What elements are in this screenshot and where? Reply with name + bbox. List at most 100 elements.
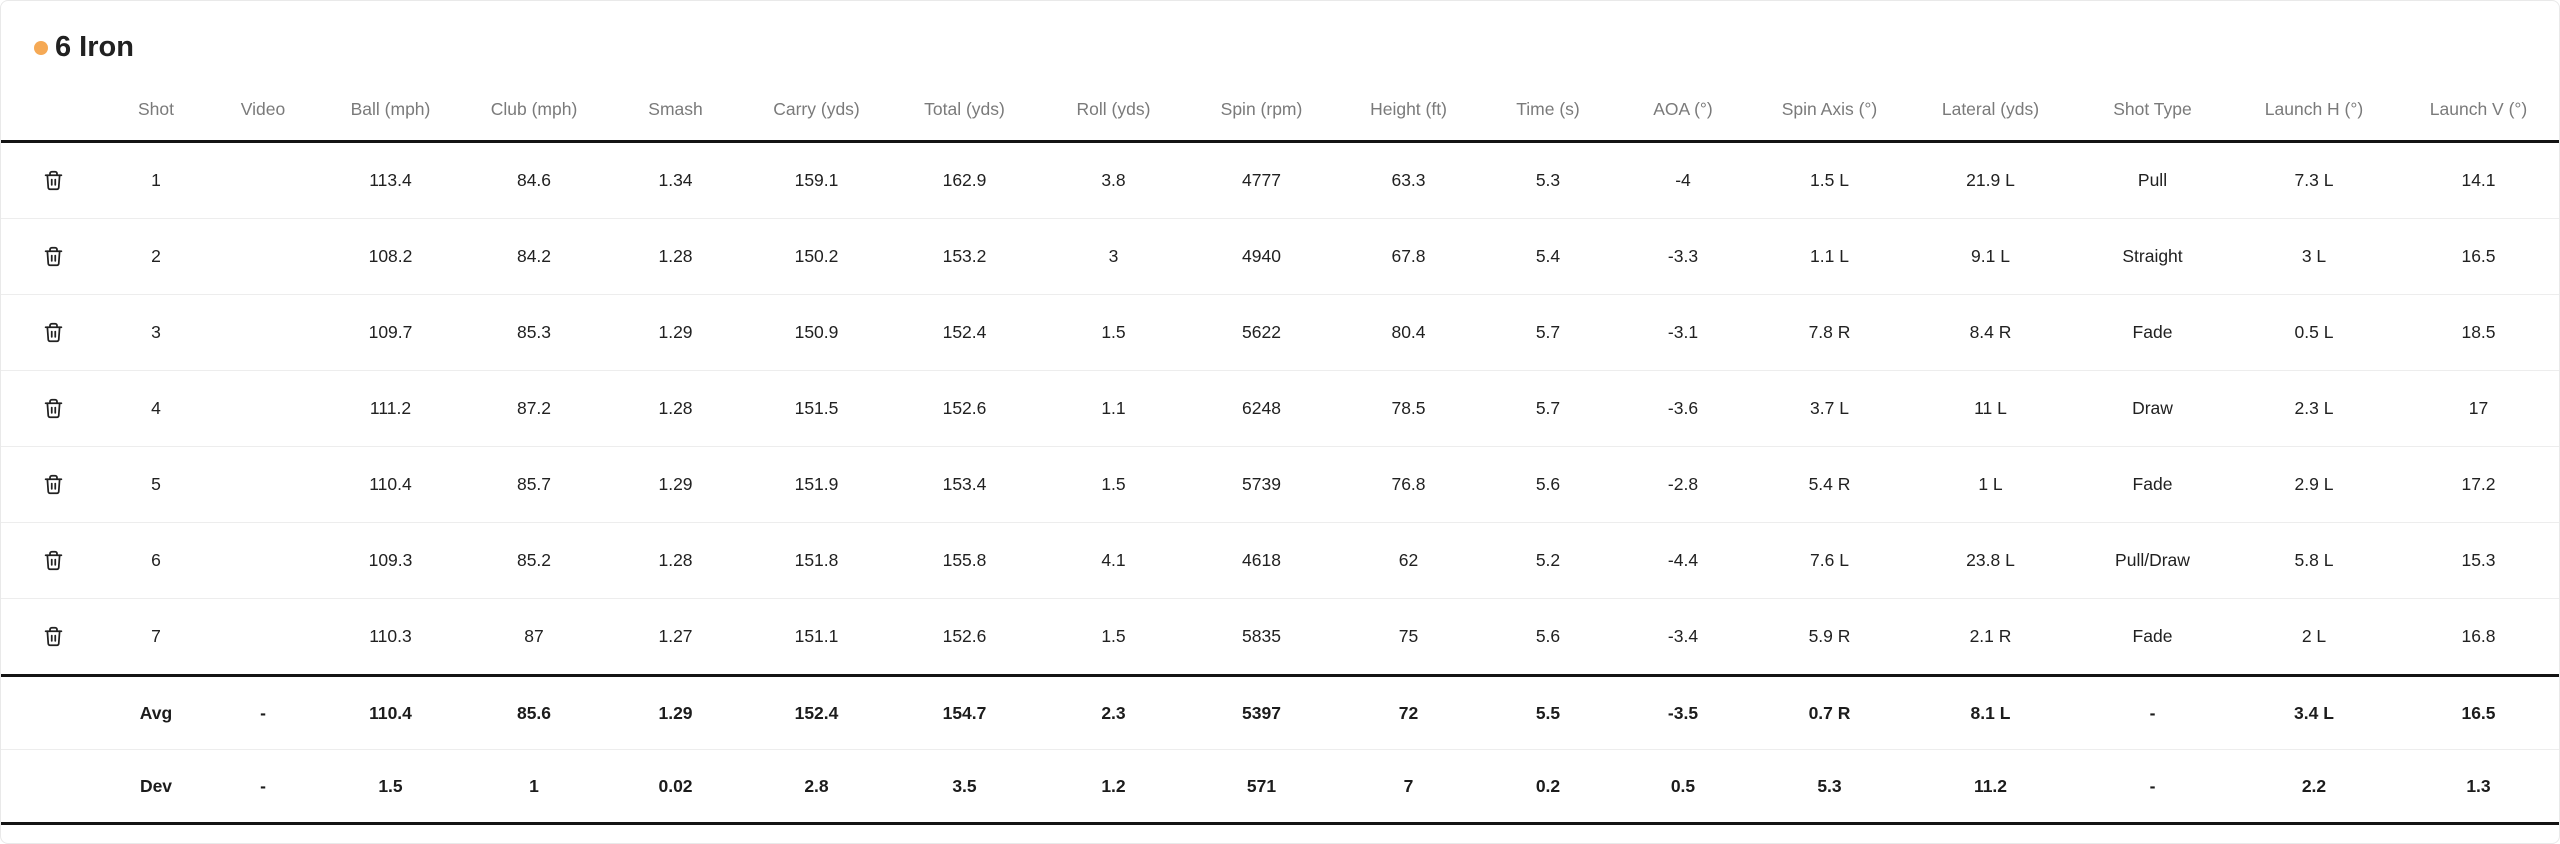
delete-shot-button[interactable] [39,622,68,651]
trash-icon [44,246,63,266]
cell-spin: 5622 [1242,322,1281,342]
cell-roll: 3.8 [1101,170,1126,190]
summary-row: Avg - 110.4 85.6 1.29 152.4 154.7 2.3 53… [1,675,2559,750]
col-shot-type: Shot Type [2113,98,2192,119]
cell-time: 5.4 [1535,246,1561,266]
cell-shot-type: - [2149,775,2156,796]
delete-shot-button[interactable] [39,546,68,575]
cell-delete [1,295,106,371]
cell-aoa: -3.6 [1667,398,1699,418]
cell-smash: 1.27 [658,626,693,646]
col-launch-h: Launch H (°) [2264,98,2364,119]
col-aoa: AOA (°) [1653,98,1713,119]
cell-carry: 150.9 [794,322,839,342]
col-club-speed: Club (mph) [490,98,578,119]
cell-ball-speed: 110.4 [369,702,412,723]
cell-lateral: 8.4 R [1969,322,2012,342]
cell-spin-axis: 1.5 L [1810,170,1849,190]
cell-total: 155.8 [942,550,987,570]
cell-time: 5.5 [1535,702,1561,723]
cell-ball-speed: 109.7 [368,322,413,342]
cell-aoa: -3.5 [1667,702,1699,723]
cell-shot: 5 [151,474,161,494]
col-ball-speed: Ball (mph) [350,98,431,119]
cell-aoa: -4 [1675,170,1691,190]
cell-launch-h: 5.8 L [2294,550,2334,570]
col-shot: Shot [138,98,174,119]
cell-club-speed: 85.6 [516,702,552,723]
cell-ball-speed: 113.4 [369,170,412,190]
summary-rows: Avg - 110.4 85.6 1.29 152.4 154.7 2.3 53… [1,675,2559,824]
club-title-row: 6 Iron [1,1,2559,62]
cell-aoa: 0.5 [1670,775,1696,796]
cell-carry: 159.1 [794,170,839,190]
cell-height: 80.4 [1391,322,1426,342]
cell-height: 75 [1398,626,1419,646]
cell-total: 3.5 [952,775,977,796]
cell-video [206,371,320,447]
cell-time: 5.3 [1535,170,1561,190]
cell-ball-speed: 1.5 [378,775,403,796]
cell-carry: 151.5 [794,398,839,418]
cell-lateral: 8.1 L [1970,702,2011,723]
table-row: 4 111.2 87.2 1.28 151.5 152.6 1.1 6248 7… [1,371,2559,447]
delete-shot-button[interactable] [39,470,68,499]
cell-club-speed: 85.7 [516,474,552,494]
cell-spin: 5739 [1242,474,1281,494]
delete-shot-button[interactable] [39,242,68,271]
cell-spin-axis: 7.6 L [1810,550,1849,570]
trash-icon [44,322,63,342]
cell-spin: 6248 [1242,398,1281,418]
cell-club-speed: 85.3 [516,322,552,342]
cell-video [206,295,320,371]
delete-shot-button[interactable] [39,318,68,347]
cell-video: - [260,702,266,723]
cell-spin-axis: 7.8 R [1808,322,1851,342]
cell-ball-speed: 111.2 [369,398,412,418]
delete-shot-button[interactable] [39,166,68,195]
cell-launch-h: 2.2 [2301,775,2327,796]
cell-launch-v: 18.5 [2461,322,2496,342]
cell-spin: 4940 [1242,246,1281,266]
cell-carry: 150.2 [794,246,839,266]
cell-ball-speed: 109.3 [368,550,413,570]
cell-ball-speed: 110.4 [369,474,412,494]
cell-spin-axis: 0.7 R [1808,702,1851,723]
cell-smash: 1.29 [658,702,693,723]
cell-carry: 151.1 [794,626,839,646]
cell-spin: 4777 [1242,170,1281,190]
cell-launch-h: 3.4 L [2294,702,2334,723]
cell-total: 152.6 [942,626,987,646]
cell-video [206,447,320,523]
cell-total: 162.9 [942,170,987,190]
cell-summary-label: Avg [139,702,173,723]
cell-aoa: -2.8 [1667,474,1699,494]
col-video: Video [240,98,286,119]
trash-icon [44,398,63,418]
cell-launch-h: 3 L [2301,246,2327,266]
cell-summary-label: Dev [139,775,173,796]
cell-launch-v: 15.3 [2461,550,2496,570]
cell-height: 76.8 [1391,474,1426,494]
cell-shot-type: Pull/Draw [2115,550,2190,570]
cell-delete [1,676,106,750]
cell-lateral: 11 L [1974,398,2007,418]
cell-height: 78.5 [1391,398,1426,418]
cell-spin-axis: 5.3 [1817,775,1842,796]
cell-total: 154.7 [942,702,987,723]
cell-time: 5.7 [1535,322,1561,342]
delete-shot-button[interactable] [39,394,68,423]
cell-ball-speed: 110.3 [369,626,412,646]
cell-time: 5.7 [1535,398,1561,418]
cell-shot: 6 [151,550,161,570]
col-time: Time (s) [1516,98,1580,119]
trash-icon [44,474,63,494]
col-total: Total (yds) [924,98,1005,119]
cell-height: 63.3 [1391,170,1426,190]
cell-spin: 571 [1246,775,1277,796]
cell-lateral: 23.8 L [1966,550,2015,570]
cell-roll: 1.1 [1101,398,1126,418]
club-color-dot-icon [34,40,48,55]
cell-carry: 2.8 [804,775,829,796]
